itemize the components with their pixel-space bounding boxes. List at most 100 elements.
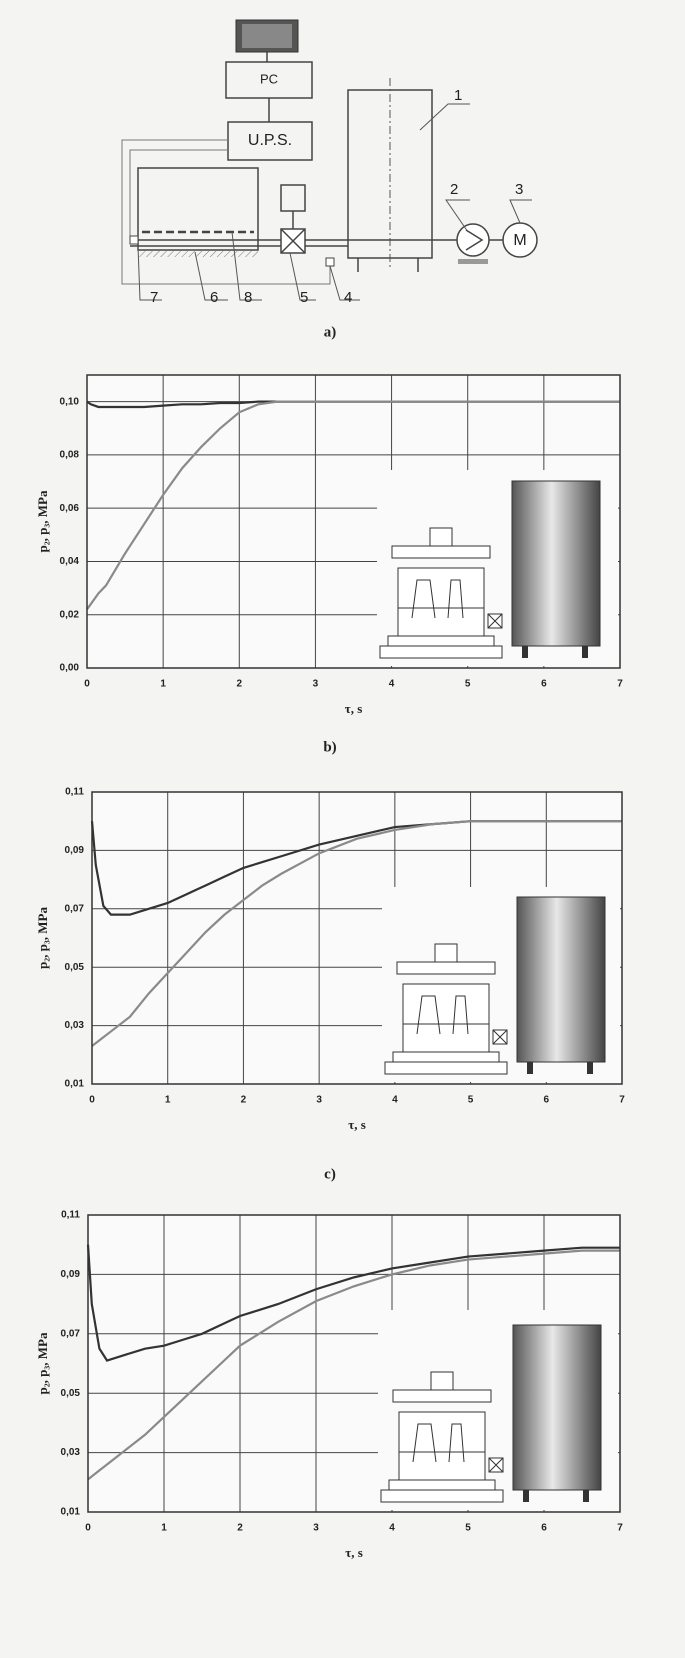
plot-frame — [91, 791, 623, 1085]
data-line — [87, 1249, 620, 1481]
pump — [456, 223, 490, 257]
x-tick-label: 3 — [313, 1523, 319, 1534]
sensor — [325, 257, 335, 267]
x-tick-label: 0 — [84, 679, 90, 690]
inset-illustration — [378, 1310, 618, 1510]
x-tick-label: 4 — [389, 1523, 395, 1534]
part-number: 7 — [150, 289, 158, 306]
x-tick-label: 1 — [160, 679, 166, 690]
y-tick-label: 0,01 — [61, 1507, 81, 1518]
actuator — [280, 184, 306, 212]
y-tick-label: 0,11 — [61, 1210, 80, 1221]
part-number: 8 — [244, 289, 252, 306]
press-ram — [429, 527, 453, 547]
x-tick-label: 6 — [541, 679, 547, 690]
plot-frame — [87, 1214, 621, 1513]
part-number: 1 — [454, 87, 462, 104]
x-tick-label: 7 — [617, 1523, 623, 1534]
y-tick-label: 0,05 — [61, 1388, 81, 1399]
press-valve-cross — [488, 1457, 504, 1473]
tank-leg — [522, 646, 528, 658]
x-tick-label: 0 — [85, 1523, 91, 1534]
y-tick-label: 0,09 — [61, 1269, 81, 1280]
pump-base — [458, 259, 488, 264]
y-tick-label: 0,03 — [61, 1447, 81, 1458]
press-dies — [399, 1423, 485, 1463]
press-valve-cross — [492, 1029, 508, 1045]
monitor-screen — [242, 24, 292, 48]
press-body — [397, 567, 485, 637]
press-plate — [392, 1389, 492, 1403]
x-tick-label: 4 — [389, 679, 395, 690]
press-body — [402, 983, 490, 1053]
press-base — [388, 1479, 496, 1491]
y-tick-label: 0,11 — [65, 787, 84, 798]
wire — [129, 149, 228, 240]
press-plate — [391, 545, 491, 559]
tank-leg — [583, 1490, 589, 1502]
y-tick-label: 0,09 — [65, 845, 85, 856]
schematic: PC U.P.S. M 1 2 3 4 5 6 7 8 a) — [121, 19, 538, 340]
y-tick-label: 0,08 — [60, 450, 80, 461]
leader-lines — [137, 103, 532, 301]
inset-illustration — [382, 887, 620, 1082]
x-tick-label: 2 — [237, 1523, 243, 1534]
press-dies — [398, 579, 484, 619]
press-body — [398, 1411, 486, 1481]
x-tick-label: 3 — [313, 679, 319, 690]
y-tick-label: 0,07 — [61, 1328, 81, 1339]
ups-box — [227, 121, 313, 161]
panel-caption: a) — [324, 324, 337, 340]
ground — [138, 251, 258, 257]
x-axis-label: τ, s — [345, 701, 363, 716]
part-number: 2 — [450, 181, 458, 198]
x-tick-label: 7 — [619, 1095, 625, 1106]
tank-leg — [587, 1062, 593, 1074]
sensor — [129, 235, 139, 245]
valve-cross — [280, 228, 306, 254]
pump-symbol — [465, 229, 484, 251]
x-tick-label: 7 — [617, 679, 623, 690]
y-tick-label: 0,04 — [60, 556, 80, 567]
x-tick-label: 3 — [316, 1095, 322, 1106]
x-tick-label: 6 — [541, 1523, 547, 1534]
press-ram — [434, 943, 458, 963]
y-tick-label: 0,03 — [65, 1020, 85, 1031]
press-ram — [430, 1371, 454, 1391]
part-number: 5 — [300, 289, 308, 306]
press-base — [384, 1061, 508, 1075]
tank-illustration — [512, 1324, 602, 1491]
x-axis-label: τ, s — [348, 1117, 366, 1132]
y-tick-label: 0,00 — [60, 663, 80, 674]
pc-label: PC — [260, 71, 278, 86]
x-tick-label: 1 — [165, 1095, 171, 1106]
part-number: 3 — [515, 181, 523, 198]
data-line — [86, 1244, 620, 1362]
y-axis-label: p₂, p₃, MPa — [35, 490, 50, 552]
y-axis-label: p₂, p₃, MPa — [35, 907, 50, 969]
inset-illustration — [377, 470, 618, 666]
motor-label: M — [513, 232, 526, 249]
panel-caption: b) — [323, 739, 336, 755]
y-tick-label: 0,06 — [60, 503, 80, 514]
y-tick-label: 0,07 — [65, 903, 85, 914]
press-base — [380, 1489, 504, 1503]
press-base — [392, 1051, 500, 1063]
x-tick-label: 2 — [241, 1095, 247, 1106]
y-tick-label: 0,05 — [65, 962, 85, 973]
y-tick-label: 0,10 — [60, 396, 80, 407]
x-tick-label: 2 — [237, 679, 243, 690]
press-base — [387, 635, 495, 647]
data-line — [91, 820, 622, 1047]
press-base — [379, 645, 503, 659]
x-tick-label: 4 — [392, 1095, 398, 1106]
y-tick-label: 0,01 — [65, 1079, 85, 1090]
x-tick-label: 0 — [89, 1095, 95, 1106]
x-tick-label: 5 — [468, 1095, 474, 1106]
y-tick-label: 0,02 — [60, 609, 80, 620]
data-line — [86, 400, 620, 611]
chart: 0,00 0,02 0,04 0,06 0,08 0,10 0 1 2 3 4 5 6 7 τ, s p₂, … — [35, 374, 623, 755]
x-tick-label: 5 — [465, 679, 471, 690]
press-dies — [403, 995, 489, 1035]
